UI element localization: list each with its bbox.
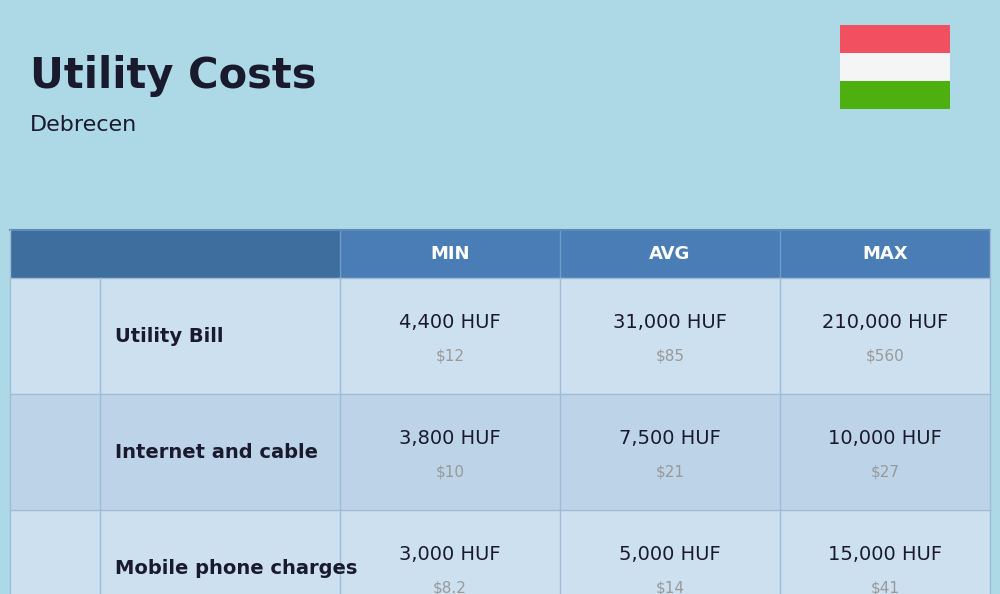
FancyBboxPatch shape (10, 230, 990, 278)
Text: $12: $12 (436, 349, 464, 364)
Text: $41: $41 (870, 580, 900, 594)
Text: Utility Bill: Utility Bill (115, 327, 224, 346)
Text: AVG: AVG (649, 245, 691, 263)
Text: 3,000 HUF: 3,000 HUF (399, 545, 501, 564)
Text: 3,800 HUF: 3,800 HUF (399, 428, 501, 447)
Text: $8.2: $8.2 (433, 580, 467, 594)
Text: 10,000 HUF: 10,000 HUF (828, 428, 942, 447)
FancyBboxPatch shape (100, 230, 340, 278)
Text: Mobile phone charges: Mobile phone charges (115, 558, 357, 577)
FancyBboxPatch shape (10, 510, 990, 594)
Text: 5,000 HUF: 5,000 HUF (619, 545, 721, 564)
Text: MAX: MAX (862, 245, 908, 263)
Text: $560: $560 (866, 349, 904, 364)
Text: Internet and cable: Internet and cable (115, 443, 318, 462)
Text: $10: $10 (436, 465, 464, 479)
Text: $27: $27 (870, 465, 900, 479)
Text: $14: $14 (656, 580, 684, 594)
Text: 31,000 HUF: 31,000 HUF (613, 312, 727, 331)
Text: Utility Costs: Utility Costs (30, 55, 316, 97)
Text: 7,500 HUF: 7,500 HUF (619, 428, 721, 447)
FancyBboxPatch shape (840, 53, 950, 81)
FancyBboxPatch shape (840, 25, 950, 53)
FancyBboxPatch shape (10, 278, 990, 394)
FancyBboxPatch shape (10, 394, 990, 510)
FancyBboxPatch shape (840, 81, 950, 109)
Text: 15,000 HUF: 15,000 HUF (828, 545, 942, 564)
Text: $21: $21 (656, 465, 684, 479)
Text: $85: $85 (656, 349, 684, 364)
Text: 4,400 HUF: 4,400 HUF (399, 312, 501, 331)
Text: Debrecen: Debrecen (30, 115, 137, 135)
Text: 210,000 HUF: 210,000 HUF (822, 312, 948, 331)
FancyBboxPatch shape (10, 230, 100, 278)
Text: MIN: MIN (430, 245, 470, 263)
